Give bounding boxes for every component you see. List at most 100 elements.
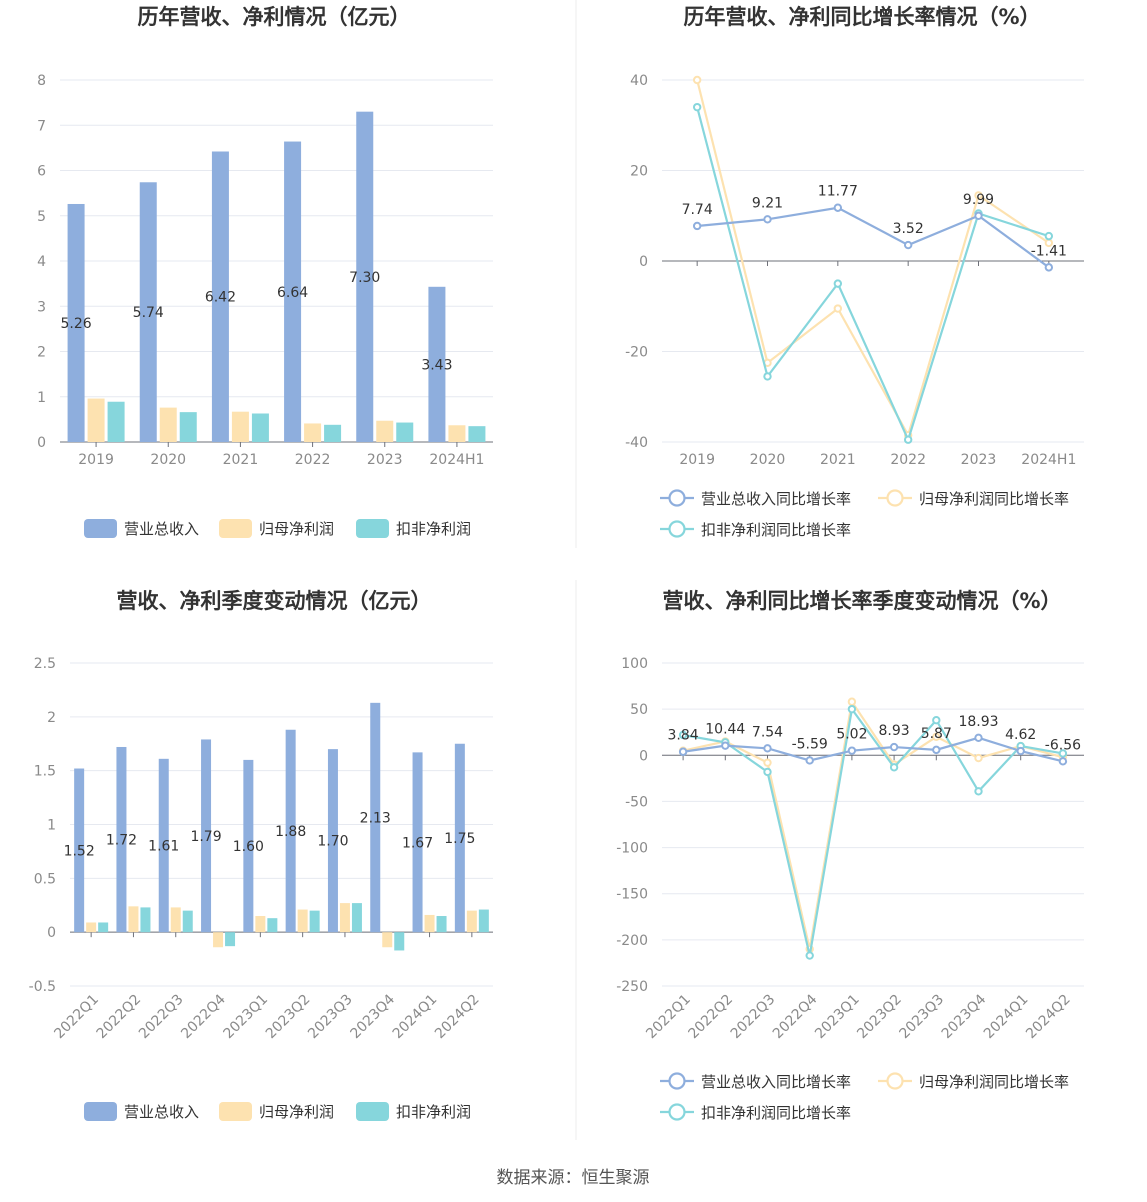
line-point[interactable]: [889, 763, 899, 772]
bar-net-profit[interactable]: [231, 411, 249, 442]
line-point[interactable]: [932, 716, 941, 725]
line-point[interactable]: [847, 746, 857, 755]
bar-net-profit[interactable]: [297, 909, 308, 933]
bar-revenue[interactable]: [211, 151, 229, 442]
line-net-profit-growth[interactable]: [696, 79, 1050, 439]
bar-deducted-profit[interactable]: [309, 910, 320, 933]
bar-revenue[interactable]: [370, 702, 381, 933]
line-point[interactable]: [903, 435, 913, 444]
line-point[interactable]: [1044, 231, 1054, 241]
line-point[interactable]: [932, 732, 941, 742]
line-point[interactable]: [763, 215, 772, 224]
line-deducted-profit-growth[interactable]: [696, 106, 1050, 443]
line-point[interactable]: [974, 753, 983, 763]
bar-revenue[interactable]: [285, 729, 296, 933]
legend-item[interactable]: 扣非净利润: [356, 519, 471, 538]
line-point[interactable]: [1058, 749, 1068, 758]
bar-deducted-profit[interactable]: [179, 412, 197, 442]
line-point[interactable]: [692, 75, 702, 85]
line-point[interactable]: [833, 304, 843, 313]
bar-net-profit[interactable]: [159, 407, 177, 442]
bar-revenue[interactable]: [284, 141, 302, 443]
legend-item[interactable]: 归母净利润同比增长率: [878, 489, 1069, 508]
bar-net-profit[interactable]: [128, 906, 139, 933]
line-point[interactable]: [763, 767, 772, 777]
line-point[interactable]: [974, 211, 983, 220]
line-revenue-growth[interactable]: [697, 206, 1050, 269]
line-net-profit-growth[interactable]: [682, 698, 1064, 950]
line-point[interactable]: [678, 730, 688, 740]
bar-deducted-profit[interactable]: [394, 932, 405, 951]
line-point[interactable]: [833, 203, 843, 212]
bar-deducted-profit[interactable]: [225, 932, 236, 947]
line-point[interactable]: [833, 279, 843, 288]
bar-deducted-profit[interactable]: [396, 422, 414, 442]
legend-item[interactable]: 扣非净利润同比增长率: [660, 1103, 851, 1122]
bar-revenue[interactable]: [116, 746, 127, 933]
bar-revenue[interactable]: [412, 752, 423, 933]
legend-item[interactable]: 归母净利润: [219, 519, 334, 538]
line-point[interactable]: [763, 744, 772, 753]
bar-revenue[interactable]: [139, 182, 157, 442]
line-point[interactable]: [1016, 746, 1025, 756]
bar-net-profit[interactable]: [376, 420, 394, 442]
bar-revenue[interactable]: [356, 111, 374, 443]
line-point[interactable]: [903, 240, 913, 250]
bar-net-profit[interactable]: [255, 916, 266, 933]
line-point[interactable]: [692, 102, 702, 112]
line-deducted-profit-growth[interactable]: [682, 706, 1064, 956]
line-revenue-growth[interactable]: [682, 736, 1064, 763]
bar-revenue[interactable]: [74, 768, 85, 933]
bar-net-profit[interactable]: [86, 922, 97, 933]
bar-revenue[interactable]: [243, 759, 254, 933]
bar-deducted-profit[interactable]: [140, 907, 151, 933]
line-point[interactable]: [805, 951, 814, 960]
bar-deducted-profit[interactable]: [468, 426, 486, 442]
legend-item[interactable]: 扣非净利润: [356, 1102, 471, 1121]
line-point[interactable]: [1044, 263, 1054, 272]
bar-deducted-profit[interactable]: [478, 909, 489, 933]
legend-item[interactable]: 归母净利润同比增长率: [878, 1072, 1069, 1091]
bar-net-profit[interactable]: [304, 423, 322, 442]
line-point[interactable]: [678, 747, 688, 756]
line-point[interactable]: [847, 697, 857, 706]
legend-item[interactable]: 营业总收入: [84, 519, 199, 538]
bar-revenue[interactable]: [67, 203, 85, 442]
bar-net-profit[interactable]: [448, 425, 466, 442]
line-point[interactable]: [974, 787, 983, 796]
line-point[interactable]: [932, 745, 941, 755]
legend[interactable]: 营业总收入 归母净利润 扣非净利润: [84, 1102, 471, 1121]
bar-deducted-profit[interactable]: [436, 916, 447, 933]
legend-item[interactable]: 归母净利润: [219, 1102, 334, 1121]
bar-revenue[interactable]: [327, 749, 338, 933]
legend-item[interactable]: 营业总收入同比增长率: [660, 489, 851, 508]
bar-net-profit[interactable]: [382, 932, 393, 948]
bar-net-profit[interactable]: [170, 907, 181, 933]
line-point[interactable]: [974, 191, 983, 200]
bar-revenue[interactable]: [454, 743, 465, 933]
bar-deducted-profit[interactable]: [351, 903, 362, 933]
bar-net-profit[interactable]: [339, 903, 350, 933]
line-point[interactable]: [763, 758, 772, 767]
bar-net-profit[interactable]: [466, 910, 477, 933]
bar-revenue[interactable]: [428, 286, 446, 442]
bar-revenue[interactable]: [201, 739, 212, 933]
bar-deducted-profit[interactable]: [267, 918, 278, 933]
legend-item[interactable]: 扣非净利润同比增长率: [660, 520, 851, 539]
line-point[interactable]: [974, 733, 983, 743]
bar-net-profit[interactable]: [213, 932, 224, 948]
line-point[interactable]: [763, 372, 772, 381]
bar-net-profit[interactable]: [424, 914, 435, 933]
bar-deducted-profit[interactable]: [251, 413, 269, 442]
bar-deducted-profit[interactable]: [324, 424, 342, 442]
line-point[interactable]: [692, 221, 702, 231]
bar-deducted-profit[interactable]: [107, 401, 125, 442]
line-point[interactable]: [889, 742, 899, 752]
bar-deducted-profit[interactable]: [182, 910, 193, 933]
line-point[interactable]: [721, 741, 730, 750]
line-point[interactable]: [1058, 757, 1068, 766]
legend-item[interactable]: 营业总收入同比增长率: [660, 1072, 851, 1091]
bar-net-profit[interactable]: [87, 398, 105, 442]
